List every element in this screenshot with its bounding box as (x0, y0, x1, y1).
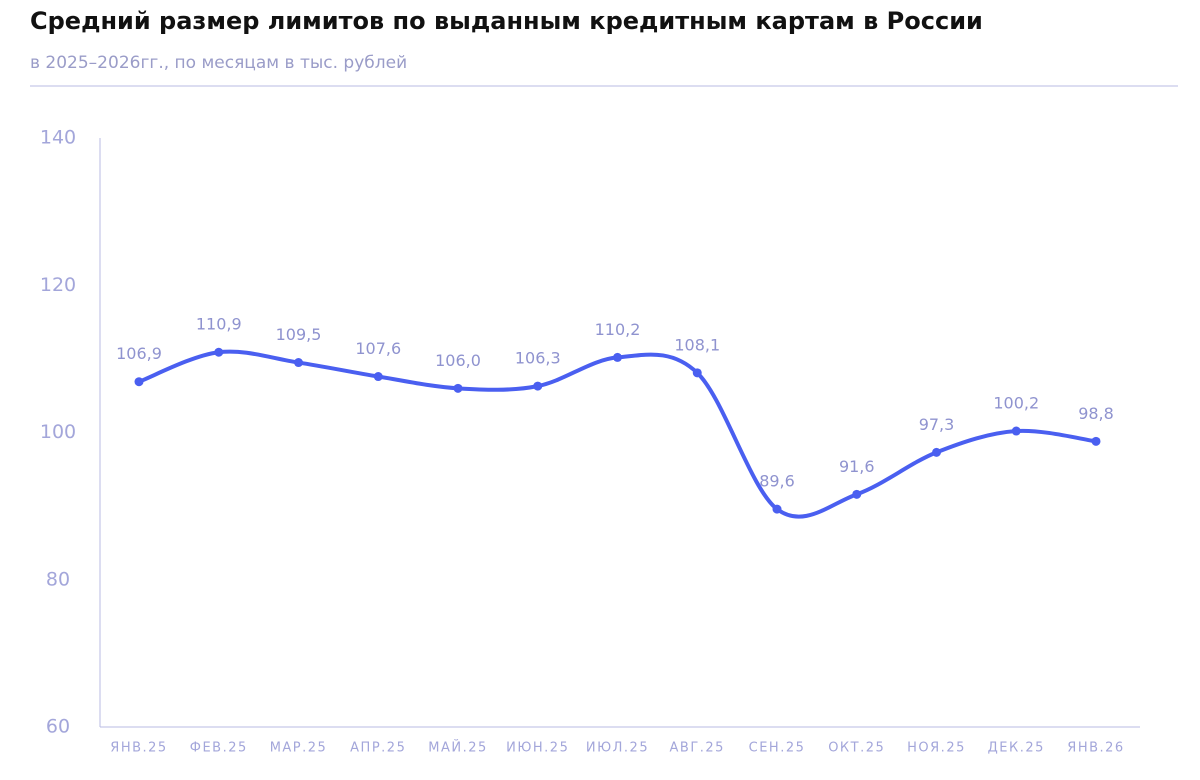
data-label: 108,1 (674, 335, 720, 354)
data-point (1091, 436, 1101, 446)
data-point (932, 447, 941, 457)
data-label: 91,6 (839, 457, 875, 476)
data-point (453, 383, 463, 393)
data-point (1011, 426, 1021, 436)
x-tick-label: ИЮН.25 (506, 741, 569, 756)
data-label: 106,9 (116, 344, 162, 363)
x-tick-label: АВГ.25 (670, 741, 725, 756)
data-point (772, 504, 782, 514)
data-point (134, 377, 144, 387)
data-label: 109,5 (276, 325, 322, 344)
y-tick-label: 60 (46, 716, 70, 738)
line (137, 349, 1098, 519)
data-point (613, 352, 622, 362)
data-label: 110,9 (196, 315, 242, 334)
y-tick-label: 100 (40, 421, 76, 443)
x-tick-label: АПР.25 (350, 741, 406, 756)
data-label: 110,2 (595, 320, 641, 339)
y-tick-label: 140 (40, 127, 76, 149)
chart-title: Средний размер лимитов по выданным креди… (30, 7, 983, 35)
x-tick-label: ЯНВ.25 (110, 741, 167, 756)
x-tick-label: ЯНВ.26 (1067, 741, 1124, 756)
data-label: 107,6 (355, 339, 401, 358)
data-point (692, 368, 702, 378)
x-tick-label: МАР.25 (270, 741, 328, 756)
data-label: 100,2 (993, 394, 1039, 413)
data-label: 97,3 (919, 415, 955, 434)
data-label: 106,3 (515, 349, 561, 368)
chart-subtitle: в 2025–2026гг., по месяцам в тыс. рублей (30, 53, 407, 73)
x-tick-label: НОЯ.25 (907, 741, 966, 756)
x-tick-label: ФЕВ.25 (190, 741, 248, 756)
data-point (294, 358, 303, 368)
x-tick-label: ОКТ.25 (828, 741, 885, 756)
data-label: 98,8 (1078, 404, 1114, 423)
x-tick-label: МАЙ.25 (428, 740, 488, 756)
x-tick-label: СЕН.25 (749, 741, 806, 756)
data-point (533, 381, 543, 391)
y-tick-label: 120 (40, 274, 76, 296)
data-label: 106,0 (435, 351, 481, 370)
data-point (214, 347, 224, 357)
data-point (373, 372, 383, 382)
x-tick-label: ИЮЛ.25 (586, 741, 649, 756)
x-tick-label: ДЕК.25 (988, 741, 1045, 756)
data-point (852, 489, 862, 499)
data-label: 89,6 (759, 472, 795, 491)
y-tick-label: 80 (46, 568, 70, 590)
